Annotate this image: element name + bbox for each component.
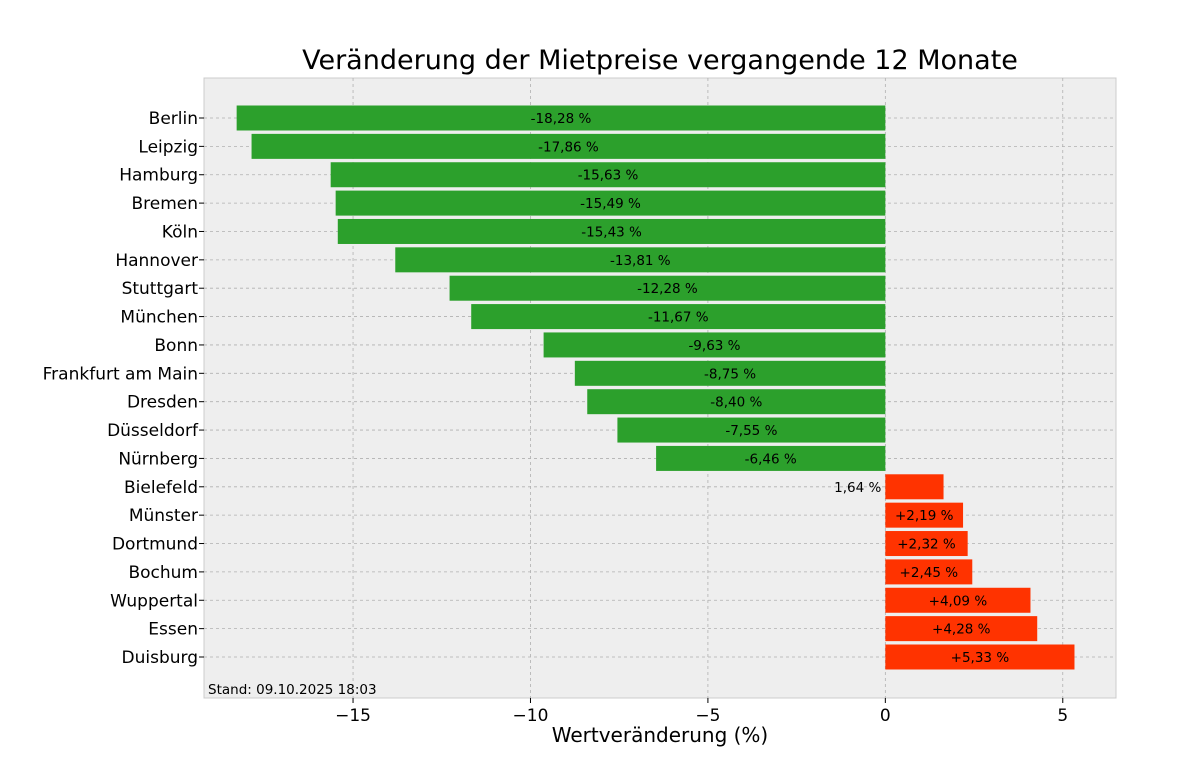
bar bbox=[449, 275, 886, 301]
category-label: Münster bbox=[129, 506, 198, 526]
category-label: Dresden bbox=[127, 393, 198, 413]
x-ticks: −15 −10 −5 0 5 bbox=[199, 117, 1068, 726]
category-label: Wuppertal bbox=[110, 591, 198, 611]
data-label: +2,32 % bbox=[897, 537, 956, 553]
category-label: Köln bbox=[162, 222, 198, 242]
bar bbox=[251, 133, 886, 159]
x-tick-label: −15 bbox=[335, 706, 371, 726]
x-tick-label: 5 bbox=[1057, 706, 1068, 726]
category-label: Berlin bbox=[149, 109, 198, 129]
category-label: Hamburg bbox=[119, 166, 198, 186]
bar bbox=[335, 190, 886, 216]
data-label: -8,75 % bbox=[704, 366, 756, 382]
bar bbox=[574, 360, 886, 386]
data-label: -7,55 % bbox=[725, 423, 777, 439]
category-label: Bielefeld bbox=[124, 478, 198, 498]
bar bbox=[885, 474, 944, 500]
x-tick-label: 0 bbox=[880, 706, 891, 726]
category-label: Bochum bbox=[128, 563, 198, 583]
category-label: Essen bbox=[148, 620, 198, 640]
bar bbox=[471, 304, 886, 330]
bar bbox=[885, 644, 1075, 670]
data-label: +5,33 % bbox=[951, 650, 1010, 666]
x-tick-label: −5 bbox=[695, 706, 720, 726]
bar bbox=[885, 531, 968, 557]
bar bbox=[885, 616, 1038, 642]
data-label: -15,49 % bbox=[580, 196, 641, 212]
category-label: Duisburg bbox=[122, 648, 199, 668]
category-label: Bonn bbox=[154, 336, 198, 356]
category-label: Frankfurt am Main bbox=[43, 364, 198, 384]
bar bbox=[395, 247, 886, 273]
category-label: Hannover bbox=[115, 251, 198, 271]
bar bbox=[885, 587, 1031, 613]
category-label: Nürnberg bbox=[118, 449, 198, 469]
category-label: Dortmund bbox=[112, 535, 198, 555]
timestamp-annotation: Stand: 09.10.2025 18:03 bbox=[208, 682, 377, 698]
bar bbox=[656, 445, 886, 471]
bar bbox=[617, 417, 886, 443]
data-label: +4,28 % bbox=[932, 622, 991, 638]
category-label: Düsseldorf bbox=[107, 421, 199, 441]
category-label: Leipzig bbox=[138, 137, 198, 157]
data-label: -9,63 % bbox=[688, 338, 740, 354]
data-label: +4,09 % bbox=[929, 593, 988, 609]
x-axis-label: Wertveränderung (%) bbox=[552, 723, 769, 747]
data-label: -12,28 % bbox=[637, 281, 698, 297]
data-label: -15,63 % bbox=[578, 168, 639, 184]
bar bbox=[236, 105, 886, 131]
bar bbox=[885, 559, 973, 585]
data-label: -13,81 % bbox=[610, 253, 671, 269]
category-label: Stuttgart bbox=[122, 279, 199, 299]
chart-title: Veränderung der Mietpreise vergangende 1… bbox=[302, 45, 1018, 76]
data-label: -11,67 % bbox=[648, 310, 709, 326]
category-label: München bbox=[120, 308, 198, 328]
bars bbox=[236, 105, 1075, 670]
data-labels: -18,28 % -17,86 % -15,63 % -15,49 % -15,43 %… bbox=[531, 111, 1010, 666]
bar bbox=[330, 162, 886, 188]
data-label: -15,43 % bbox=[581, 224, 642, 240]
category-label: Bremen bbox=[131, 194, 198, 214]
x-tick-label: −10 bbox=[513, 706, 549, 726]
bar bbox=[337, 218, 886, 244]
data-label: -17,86 % bbox=[538, 139, 599, 155]
data-label: 1,64 % bbox=[834, 480, 881, 496]
data-label: -18,28 % bbox=[531, 111, 592, 127]
category-labels: Berlin Leipzig Hamburg Bremen Köln Hannover St… bbox=[43, 109, 199, 668]
bar bbox=[885, 502, 964, 528]
data-label: +2,45 % bbox=[900, 565, 959, 581]
data-label: -6,46 % bbox=[745, 451, 797, 467]
data-label: +2,19 % bbox=[895, 508, 954, 524]
bar bbox=[543, 332, 886, 358]
data-label: -8,40 % bbox=[710, 395, 762, 411]
bar bbox=[587, 389, 886, 415]
